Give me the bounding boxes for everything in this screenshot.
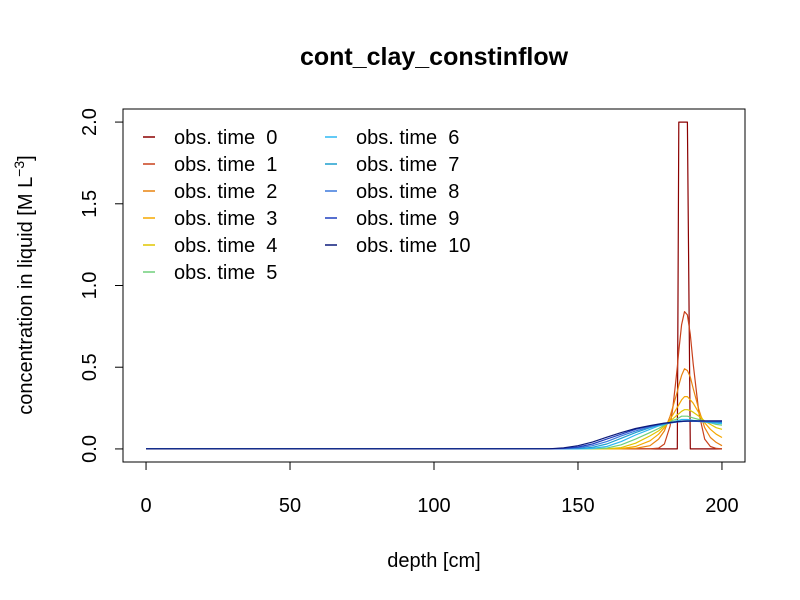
legend-label: obs. time 5 xyxy=(174,262,277,284)
legend-label: obs. time 3 xyxy=(174,208,277,230)
x-tick-label: 0 xyxy=(140,495,151,517)
series-line-3 xyxy=(146,396,723,450)
x-axis-label: depth [cm] xyxy=(387,550,480,572)
x-tick-label: 150 xyxy=(561,495,594,517)
series-line-10 xyxy=(145,420,722,450)
legend-label: obs. time 1 xyxy=(174,154,277,176)
x-tick-label: 100 xyxy=(417,495,450,517)
x-axis: 0 50 100 150 200 xyxy=(140,461,739,517)
y-axis: 0.0 0.5 1.0 1.5 2.0 xyxy=(79,108,124,463)
legend-label: obs. time 9 xyxy=(356,208,459,230)
y-tick-label: 0.5 xyxy=(79,353,101,381)
x-tick-label: 50 xyxy=(279,495,301,517)
y-axis-label: concentration in liquid [M L−3] xyxy=(11,155,37,414)
series-line-6 xyxy=(146,418,723,450)
x-tick-label: 200 xyxy=(705,495,738,517)
y-tick-label: 2.0 xyxy=(79,108,101,136)
legend: obs. time 0 obs. time 1 obs. time 2 obs. ti… xyxy=(143,127,471,284)
legend-label: obs. time 8 xyxy=(356,181,459,203)
legend-label: obs. time 7 xyxy=(356,154,459,176)
y-axis-label-main: concentration in liquid [M L xyxy=(15,177,37,415)
y-tick-label: 0.0 xyxy=(79,435,101,463)
y-axis-label-close: ] xyxy=(15,155,37,161)
chart-title: cont_clay_constinflow xyxy=(300,43,569,71)
y-axis-label-exponent: −3 xyxy=(11,161,27,177)
legend-label: obs. time 6 xyxy=(356,127,459,149)
legend-label: obs. time 10 xyxy=(356,235,471,257)
legend-label: obs. time 4 xyxy=(174,235,277,257)
series-line-2 xyxy=(146,368,723,450)
legend-label: obs. time 2 xyxy=(174,181,277,203)
y-tick-label: 1.0 xyxy=(79,272,101,300)
series-lines xyxy=(145,121,723,450)
legend-label: obs. time 0 xyxy=(174,127,277,149)
y-tick-label: 1.5 xyxy=(79,190,101,218)
